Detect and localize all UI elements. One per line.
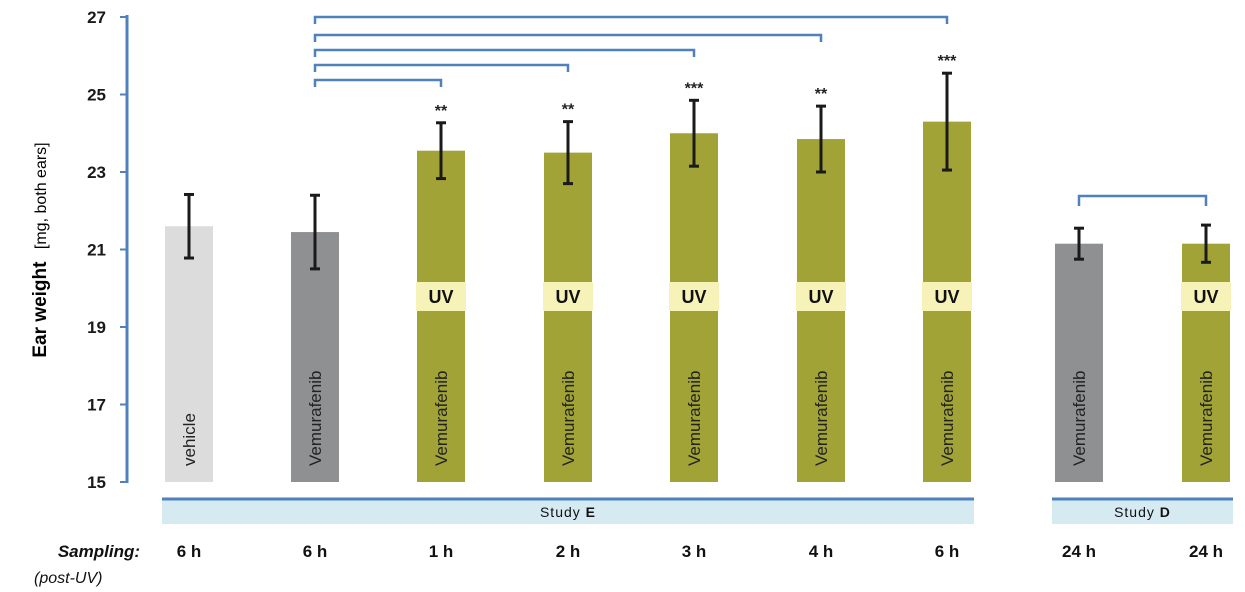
bars: vehicle Vemurafenib Vemurafenib UV ** Vemuraf… bbox=[165, 53, 1231, 482]
y-tick-label: 17 bbox=[87, 396, 106, 415]
uv-box bbox=[543, 282, 593, 311]
study-bands: Study E Study D bbox=[162, 497, 1233, 524]
significance-label: *** bbox=[938, 53, 957, 70]
study-label: Study D bbox=[1114, 504, 1171, 520]
uv-label: UV bbox=[428, 287, 453, 307]
significance-brackets bbox=[313, 15, 1208, 206]
x-tick-label: 4 h bbox=[809, 542, 834, 561]
x-tick-label: 24 h bbox=[1062, 542, 1096, 561]
bar bbox=[544, 152, 592, 482]
uv-box bbox=[796, 282, 846, 311]
x-tick-label: 6 h bbox=[303, 542, 328, 561]
bar bbox=[165, 226, 213, 482]
y-tick-label: 27 bbox=[87, 8, 106, 27]
significance-label: ** bbox=[562, 102, 575, 119]
uv-label: UV bbox=[934, 287, 959, 307]
study-band bbox=[1052, 499, 1233, 524]
bar-label: Vemurafenib bbox=[812, 371, 831, 466]
sampling-label: Sampling: bbox=[58, 542, 140, 561]
y-axis-title: Ear weight [mg, both ears] bbox=[30, 142, 51, 357]
y-axis-title-main: Ear weight bbox=[30, 261, 51, 358]
significance-bracket bbox=[313, 63, 570, 72]
y-tick-label: 23 bbox=[87, 163, 106, 182]
study-label-prefix: Study bbox=[1114, 504, 1160, 520]
significance-bracket bbox=[313, 15, 949, 24]
uv-box bbox=[416, 282, 466, 311]
x-tick-label: 2 h bbox=[556, 542, 581, 561]
x-axis-labels: 6 h 6 h 1 h 2 h 3 h 4 h 6 h 24 h 24 h bbox=[177, 542, 1223, 561]
significance-bracket bbox=[1077, 194, 1208, 206]
bar-label: Vemurafenib bbox=[1070, 371, 1089, 466]
significance-bracket bbox=[313, 78, 443, 87]
study-label: Study E bbox=[540, 504, 596, 520]
significance-label: *** bbox=[685, 80, 704, 97]
y-axis-title-unit: [mg, both ears] bbox=[33, 142, 50, 249]
y-tick-label: 15 bbox=[87, 473, 106, 492]
uv-label: UV bbox=[681, 287, 706, 307]
x-tick-label: 3 h bbox=[682, 542, 707, 561]
bar bbox=[291, 232, 339, 482]
uv-box bbox=[922, 282, 972, 311]
uv-box bbox=[1181, 282, 1231, 311]
bar-label: Vemurafenib bbox=[559, 371, 578, 466]
bar-label: Vemurafenib bbox=[306, 371, 325, 466]
bar-label: Vemurafenib bbox=[432, 371, 451, 466]
y-axis: 15 17 19 21 23 25 27 bbox=[87, 8, 129, 492]
bar-label: Vemurafenib bbox=[685, 371, 704, 466]
significance-bracket bbox=[313, 48, 696, 57]
significance-bracket bbox=[313, 33, 823, 42]
uv-label: UV bbox=[1193, 287, 1218, 307]
y-tick-label: 25 bbox=[87, 86, 106, 105]
bar-label: vehicle bbox=[180, 413, 199, 466]
study-label-letter: E bbox=[586, 504, 596, 520]
x-tick-label: 24 h bbox=[1189, 542, 1223, 561]
bar-label: Vemurafenib bbox=[1197, 371, 1216, 466]
bar-label: Vemurafenib bbox=[938, 371, 957, 466]
x-tick-label: 1 h bbox=[429, 542, 454, 561]
y-tick-label: 21 bbox=[87, 241, 106, 260]
x-tick-label: 6 h bbox=[177, 542, 202, 561]
study-band bbox=[162, 499, 974, 524]
y-tick-label: 19 bbox=[87, 318, 106, 337]
significance-label: ** bbox=[435, 103, 448, 120]
bar bbox=[417, 150, 465, 482]
sampling-sublabel: (post-UV) bbox=[34, 570, 102, 587]
x-tick-label: 6 h bbox=[935, 542, 960, 561]
uv-label: UV bbox=[555, 287, 580, 307]
study-label-prefix: Study bbox=[540, 504, 586, 520]
study-label-letter: D bbox=[1160, 504, 1171, 520]
uv-box bbox=[669, 282, 719, 311]
uv-label: UV bbox=[808, 287, 833, 307]
significance-label: ** bbox=[815, 86, 828, 103]
bar bbox=[1055, 243, 1103, 482]
